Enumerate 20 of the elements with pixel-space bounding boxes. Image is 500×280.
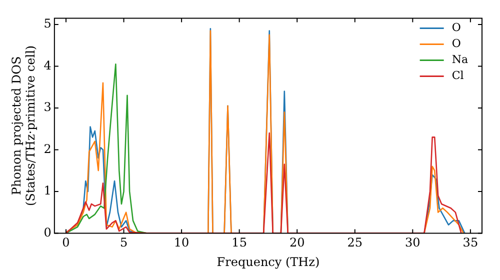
x-tick-label: 10 <box>174 236 190 250</box>
y-tick-label: 1 <box>44 184 52 198</box>
y-tick-label: 4 <box>44 58 52 72</box>
x-axis-title: Frequency (THz) <box>216 254 320 269</box>
y-tick-label: 3 <box>44 100 52 114</box>
legend-label: O <box>452 37 461 50</box>
legend-label: Cl <box>452 69 464 82</box>
y-axis-title: Phonon projected DOS (States/THz·primitive cell) <box>9 45 38 206</box>
legend-label: Na <box>452 53 468 66</box>
x-tick-label: 30 <box>405 236 420 250</box>
x-tick-label: 20 <box>289 236 305 250</box>
x-tick-label: 35 <box>462 236 478 250</box>
x-tick-label: 0 <box>62 236 70 250</box>
x-tick-label: 5 <box>120 236 128 250</box>
x-tick-label: 25 <box>347 236 363 250</box>
y-tick-label: 2 <box>44 142 52 156</box>
y-tick-label: 5 <box>44 16 52 31</box>
x-tick-label: 15 <box>232 236 247 250</box>
y-tick-label: 0 <box>44 225 52 240</box>
legend-label: O <box>452 21 461 34</box>
